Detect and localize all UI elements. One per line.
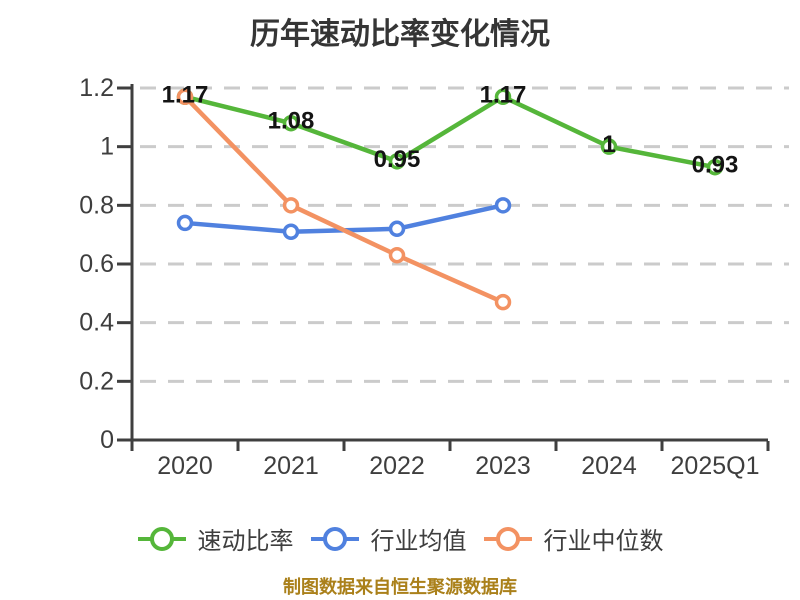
x-axis-label: 2025Q1: [671, 452, 760, 480]
data-point-marker: [494, 293, 512, 311]
series-line: [182, 94, 506, 305]
point-labels: 1.17 1.08 0.95 1.17 1 0.93: [162, 81, 739, 178]
chart-legend: 速动比率 行业均值 行业中位数: [0, 521, 800, 556]
data-point-marker: [600, 138, 618, 155]
y-axis-label: 0.2: [79, 367, 114, 395]
legend-label: 速动比率: [197, 528, 294, 555]
data-point-label: 0.95: [374, 146, 421, 173]
legend-marker-icon: [483, 526, 532, 551]
data-point-label: 1.08: [268, 108, 315, 135]
legend-label: 行业中位数: [543, 528, 664, 555]
x-axis-label: 2022: [369, 452, 425, 480]
data-point-marker: [176, 214, 194, 232]
data-point-marker: [282, 197, 300, 214]
data-point-marker: [282, 114, 300, 132]
data-point-label: 1.17: [480, 81, 527, 108]
x-axis-label: 2024: [581, 452, 637, 480]
data-point-label: 0.93: [692, 152, 739, 179]
legend-item-industry-mean: 行业均值: [310, 521, 467, 556]
series-quick-ratio: [176, 88, 724, 176]
chart-title: 历年速动比率变化情况: [250, 18, 550, 51]
legend-label: 行业均值: [370, 528, 467, 555]
legend-circle: [149, 526, 174, 551]
data-point-label: 1: [602, 131, 615, 158]
x-axis-label: 2020: [157, 452, 213, 480]
data-point-marker: [388, 246, 406, 264]
legend-circle: [495, 526, 520, 551]
data-point-marker: [388, 153, 406, 170]
series-industry-median: [176, 88, 512, 311]
y-axis-label: 0: [100, 426, 114, 454]
x-axis-label: 2021: [263, 452, 319, 480]
legend-circle: [322, 526, 347, 551]
data-point-marker: [706, 158, 724, 176]
axis-lines: [130, 84, 768, 442]
data-point-marker: [176, 88, 194, 106]
y-axis-label: 1.2: [79, 74, 114, 102]
gridlines: [140, 86, 789, 383]
legend-marker-icon: [310, 526, 359, 551]
axes: 0 0.2 0.4 0.6 0.8 1 1.2 2020 2021 2022 2023 2024 202…: [79, 74, 770, 480]
data-point-marker: [494, 88, 512, 106]
data-point-marker: [388, 220, 406, 238]
data-point-label: 1.17: [162, 81, 209, 108]
legend-marker-icon: [137, 526, 186, 551]
data-point-marker: [494, 197, 512, 214]
y-axis-label: 0.4: [79, 309, 114, 337]
legend-item-industry-median: 行业中位数: [483, 521, 664, 556]
x-axis-label: 2023: [475, 452, 531, 480]
data-point-marker: [282, 223, 300, 240]
series-line: [182, 94, 718, 170]
y-axis-label: 0.8: [79, 191, 114, 219]
y-axis-label: 0.6: [79, 250, 114, 278]
legend-item-quick-ratio: 速动比率: [137, 521, 294, 556]
y-axis-label: 1: [100, 133, 114, 161]
data-source-note: 制图数据来自恒生聚源数据库: [283, 577, 517, 597]
series-line: [182, 203, 506, 234]
